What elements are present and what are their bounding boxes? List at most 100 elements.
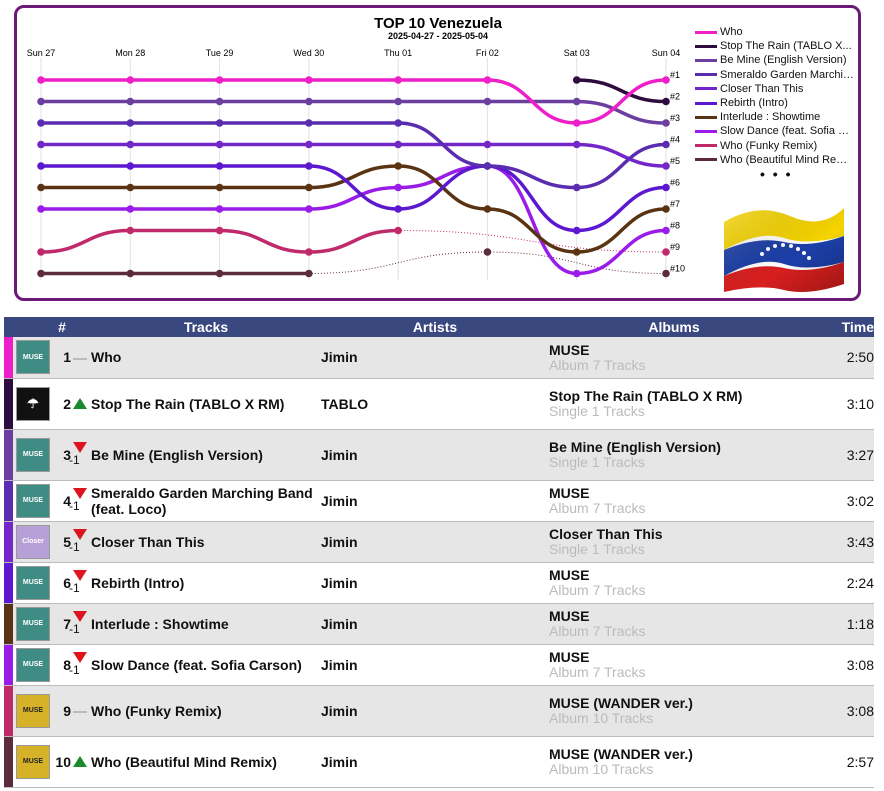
album-art-icon[interactable]: ☂ bbox=[16, 386, 50, 421]
legend-item[interactable]: Rebirth (Intro) bbox=[695, 96, 875, 110]
artist-name[interactable]: TABLO bbox=[321, 378, 549, 430]
table-row[interactable]: MUSE 3 -1 Be Mine (English Version) Jimin Be … bbox=[4, 429, 874, 481]
album-cell[interactable]: Stop The Rain (TABLO X RM) Single 1 Track… bbox=[549, 378, 799, 430]
legend-item[interactable]: Who (Beautiful Mind Remix) bbox=[695, 153, 875, 167]
table-row[interactable]: MUSE 8 -1 Slow Dance (feat. Sofia Carson) Ji… bbox=[4, 644, 874, 686]
table-row[interactable]: ☂ 2 Stop The Rain (TABLO X RM) TABLO Stop Th… bbox=[4, 378, 874, 430]
y-tick-label: #3 bbox=[670, 113, 680, 123]
track-title[interactable]: Interlude : Showtime bbox=[91, 603, 321, 645]
album-art-icon[interactable]: MUSE bbox=[16, 744, 50, 779]
legend-item[interactable]: Closer Than This bbox=[695, 82, 875, 96]
artist-name[interactable]: Jimin bbox=[321, 480, 549, 522]
header-tracks[interactable]: Tracks bbox=[91, 317, 321, 337]
album-cell[interactable]: MUSE (WANDER ver.) Album 10 Tracks bbox=[549, 736, 799, 788]
series-connector bbox=[487, 251, 667, 274]
header-time[interactable]: Time bbox=[799, 317, 874, 337]
track-duration: 2:50 bbox=[799, 337, 874, 379]
legend-item[interactable]: Who (Funky Remix) bbox=[695, 139, 875, 153]
album-art-icon[interactable]: MUSE bbox=[16, 483, 50, 518]
album-cell[interactable]: Be Mine (English Version) Single 1 Tracks bbox=[549, 429, 799, 481]
album-art-icon[interactable]: MUSE bbox=[16, 693, 50, 728]
track-title[interactable]: Be Mine (English Version) bbox=[91, 429, 321, 481]
artist-name[interactable]: Jimin bbox=[321, 337, 549, 379]
legend-label: Interlude : Showtime bbox=[720, 111, 821, 124]
track-title[interactable]: Who (Beautiful Mind Remix) bbox=[91, 736, 321, 788]
legend-more-indicator[interactable]: • • • bbox=[760, 166, 793, 182]
track-duration: 3:10 bbox=[799, 378, 874, 430]
track-title[interactable]: Rebirth (Intro) bbox=[91, 562, 321, 604]
table-row[interactable]: MUSE 4 -1 Smeraldo Garden Marching Band (fe… bbox=[4, 480, 874, 522]
series-point bbox=[572, 97, 581, 106]
artist-name[interactable]: Jimin bbox=[321, 685, 549, 737]
rank-number: 5 bbox=[53, 521, 71, 563]
track-title[interactable]: Closer Than This bbox=[91, 521, 321, 563]
y-tick-label: #2 bbox=[670, 92, 680, 102]
legend-label: Smeraldo Garden Marching... bbox=[720, 68, 856, 81]
artist-name[interactable]: Jimin bbox=[321, 562, 549, 604]
header-rank[interactable]: # bbox=[53, 317, 71, 337]
track-title[interactable]: Smeraldo Garden Marching Band (feat. Loc… bbox=[91, 480, 321, 522]
album-cell[interactable]: MUSE Album 7 Tracks bbox=[549, 562, 799, 604]
artist-name[interactable]: Jimin bbox=[321, 644, 549, 686]
album-art-icon[interactable]: MUSE bbox=[16, 565, 50, 600]
artist-name[interactable]: Jimin bbox=[321, 521, 549, 563]
legend-swatch bbox=[695, 87, 717, 91]
album-art-icon[interactable]: MUSE bbox=[16, 647, 50, 682]
artist-name[interactable]: Jimin bbox=[321, 603, 549, 645]
legend-item[interactable]: Smeraldo Garden Marching... bbox=[695, 68, 875, 82]
table-row[interactable]: MUSE 9 Who (Funky Remix) Jimin MUSE (WANDER … bbox=[4, 685, 874, 737]
album-cell[interactable]: MUSE Album 7 Tracks bbox=[549, 644, 799, 686]
rank-number: 1 bbox=[53, 337, 71, 379]
header-albums[interactable]: Albums bbox=[549, 317, 799, 337]
rank-number: 8 bbox=[53, 644, 71, 686]
legend-swatch bbox=[695, 115, 717, 119]
series-point bbox=[394, 226, 402, 235]
header-artists[interactable]: Artists bbox=[321, 317, 549, 337]
artist-name[interactable]: Jimin bbox=[321, 736, 549, 788]
row-color-stripe bbox=[4, 603, 13, 645]
album-cell[interactable]: MUSE Album 7 Tracks bbox=[549, 480, 799, 522]
track-title[interactable]: Slow Dance (feat. Sofia Carson) bbox=[91, 644, 321, 686]
x-tick-label: Sun 27 bbox=[27, 48, 56, 58]
album-art-icon[interactable]: MUSE bbox=[16, 606, 50, 641]
table-row[interactable]: MUSE 10 Who (Beautiful Mind Remix) Jimin MUS… bbox=[4, 736, 874, 788]
series-point bbox=[305, 269, 313, 278]
album-name: MUSE bbox=[549, 485, 590, 501]
track-title[interactable]: Who (Funky Remix) bbox=[91, 685, 321, 737]
legend-item[interactable]: Stop The Rain (TABLO X... bbox=[695, 39, 875, 53]
table-row[interactable]: MUSE 1 Who Jimin MUSE Album 7 Tracks 2:50 bbox=[4, 337, 874, 379]
album-name: Stop The Rain (TABLO X RM) bbox=[549, 388, 743, 404]
track-title[interactable]: Who bbox=[91, 337, 321, 379]
legend-item[interactable]: Slow Dance (feat. Sofia Ca... bbox=[695, 124, 875, 138]
album-art-icon[interactable]: Closer bbox=[16, 524, 50, 559]
legend-item[interactable]: Interlude : Showtime bbox=[695, 110, 875, 124]
y-tick-label: #10 bbox=[670, 264, 685, 274]
table-row[interactable]: MUSE 7 -1 Interlude : Showtime Jimin MUSE Albu… bbox=[4, 603, 874, 645]
series-point bbox=[483, 162, 492, 170]
series-point bbox=[662, 162, 670, 170]
table-row[interactable]: MUSE 6 -1 Rebirth (Intro) Jimin MUSE Album 7 T… bbox=[4, 562, 874, 604]
series-point bbox=[126, 162, 135, 170]
album-cell[interactable]: MUSE Album 7 Tracks bbox=[549, 337, 799, 379]
album-art-icon[interactable]: MUSE bbox=[16, 437, 50, 472]
track-title[interactable]: Stop The Rain (TABLO X RM) bbox=[91, 378, 321, 430]
album-meta: Album 10 Tracks bbox=[549, 710, 654, 726]
legend-item[interactable]: Be Mine (English Version) bbox=[695, 53, 875, 67]
album-cell[interactable]: Closer Than This Single 1 Tracks bbox=[549, 521, 799, 563]
series-point bbox=[37, 205, 45, 213]
series-point bbox=[37, 140, 45, 149]
rank-movement: -1 bbox=[69, 603, 91, 645]
album-name: MUSE bbox=[549, 341, 590, 358]
table-row[interactable]: Closer 5 -1 Closer Than This Jimin Closer Tha… bbox=[4, 521, 874, 563]
album-cell[interactable]: MUSE (WANDER ver.) Album 10 Tracks bbox=[549, 685, 799, 737]
album-name: MUSE (WANDER ver.) bbox=[549, 695, 693, 711]
legend-item[interactable]: Who bbox=[695, 25, 875, 39]
album-cell[interactable]: MUSE Album 7 Tracks bbox=[549, 603, 799, 645]
series-point bbox=[215, 162, 224, 170]
artist-name[interactable]: Jimin bbox=[321, 429, 549, 481]
x-tick-label: Tue 29 bbox=[206, 48, 234, 58]
track-duration: 1:18 bbox=[799, 603, 874, 645]
series-point bbox=[572, 269, 581, 278]
album-art-icon[interactable]: MUSE bbox=[16, 340, 50, 375]
